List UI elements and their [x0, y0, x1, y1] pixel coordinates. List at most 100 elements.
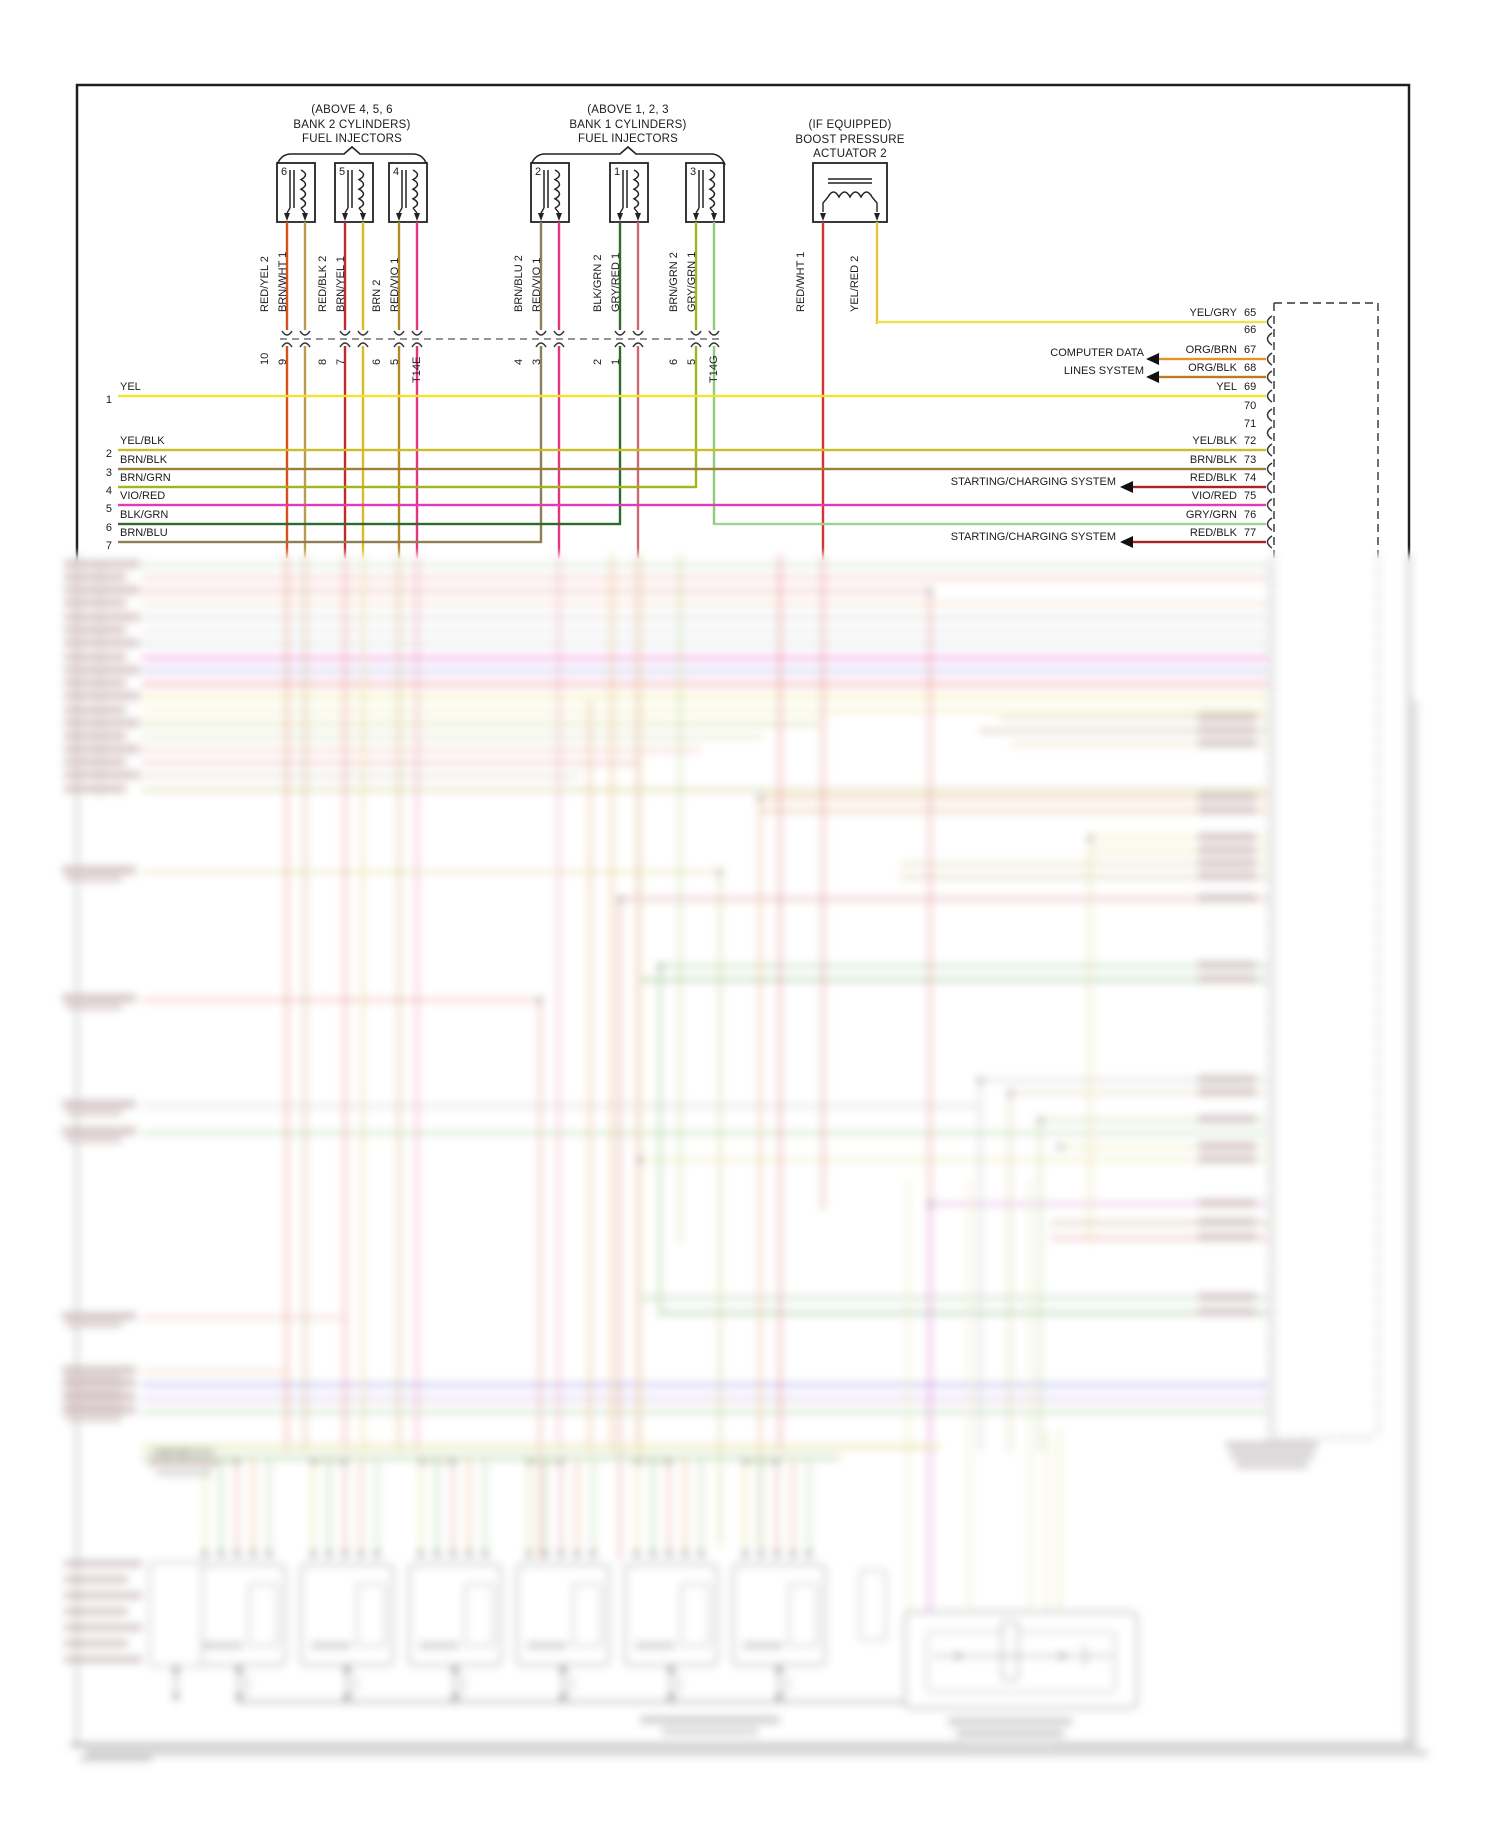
shape: [397, 346, 401, 558]
right-wire-label: YEL/GRY: [1189, 307, 1238, 319]
shape: [539, 346, 543, 543]
shape: [1159, 375, 1266, 379]
injector-number: 6: [281, 166, 288, 178]
header-line: (ABOVE 1, 2, 3: [587, 104, 669, 116]
diagram-path: [1266, 462, 1273, 476]
left-wire-label: BLK/GRN: [120, 509, 169, 521]
shape: [875, 222, 879, 324]
diagram-path: [632, 342, 644, 348]
shape: [712, 346, 716, 525]
diagram-path: [540, 207, 545, 214]
component-box: [685, 162, 725, 223]
connector-pin-number: 10: [259, 352, 271, 365]
diagram-path: [357, 330, 369, 336]
diagram-path: [535, 342, 547, 348]
header-line: FUEL INJECTORS: [302, 133, 402, 145]
left-pin-number: 5: [105, 503, 112, 515]
header-line: BANK 1 CYLINDERS): [569, 118, 687, 131]
shape: [821, 222, 825, 560]
diagram-path: [619, 207, 624, 214]
shape: [636, 346, 640, 558]
component-box: [530, 162, 570, 223]
left-pin-number: 4: [105, 485, 112, 497]
connector-pin-number: 1: [610, 358, 622, 365]
component-box: [812, 162, 888, 223]
diagram-path: [1266, 370, 1273, 384]
connector-pin-number: 7: [335, 358, 347, 365]
computer-data-lines-label: COMPUTER DATA: [1050, 347, 1144, 359]
shape: [303, 346, 307, 558]
diagram-path: [358, 207, 364, 214]
left-wire-label: BRN/BLK: [120, 454, 168, 466]
injector-wire-label: GRY/GRN 1: [686, 251, 698, 312]
shape: [118, 503, 1266, 507]
shape: [557, 346, 561, 558]
arrowhead-icon: [1120, 481, 1133, 493]
diagram-path: [299, 330, 311, 336]
diagram-path: [411, 342, 423, 348]
injector-number: 3: [690, 166, 697, 178]
arrowhead-icon: [874, 213, 880, 221]
header-line: BOOST PRESSURE: [795, 133, 905, 146]
right-pin-number: 67: [1244, 344, 1257, 356]
right-pin-number: 76: [1244, 509, 1257, 521]
shape: [361, 222, 365, 330]
diagram-path: [1266, 517, 1273, 531]
diagram-path: [695, 207, 700, 214]
diagram-path: [553, 342, 565, 348]
shape: [415, 222, 419, 330]
diagram-path: [633, 207, 639, 214]
shape: [285, 222, 289, 330]
diagram-path: [530, 145, 726, 166]
arrowhead-icon: [635, 213, 641, 221]
shape: [1133, 485, 1266, 489]
shape: [343, 222, 347, 330]
shape: [539, 222, 543, 330]
left-wire-label: YEL/BLK: [120, 435, 165, 447]
arrowhead-icon: [617, 213, 623, 221]
diagram-path: [412, 207, 418, 214]
connector-pin-number: 6: [668, 358, 680, 365]
right-wire-label: GRY/GRN: [1185, 509, 1237, 521]
diagram-path: [1266, 498, 1273, 512]
shape: [118, 467, 1266, 471]
right-wire-label: VIO/RED: [1191, 490, 1237, 502]
diagram-path: [1266, 480, 1273, 494]
shape: [118, 522, 621, 526]
arrowhead-icon: [360, 213, 366, 221]
bank2-injectors-header: (ABOVE 4, 5, 6 BANK 2 CYLINDERS) FUEL IN…: [267, 103, 437, 147]
injector-wire-label: BRN 2: [371, 279, 383, 312]
right-wire-label: ORG/BLK: [1188, 362, 1237, 374]
right-pin-number: 77: [1244, 527, 1257, 539]
arrowhead-icon: [693, 213, 699, 221]
shape: [361, 346, 365, 558]
diagram-path: [554, 207, 560, 214]
boost-actuator-header: (IF EQUIPPED) BOOST PRESSURE ACTUATOR 2: [765, 118, 935, 162]
diagram-path: [553, 330, 565, 336]
injector-wire-label: RED/BLK 2: [317, 255, 329, 312]
diagram-path: [709, 207, 715, 214]
diagram-path: [299, 169, 307, 209]
harness-connector-label-t14e: T14E: [411, 356, 423, 383]
diagram-path: [1266, 332, 1273, 346]
arrowhead-icon: [1120, 536, 1133, 548]
injector-wire-label: BRN/WHT 1: [277, 251, 289, 312]
diagram-path: [632, 169, 640, 209]
connector-pin-number: 5: [686, 358, 698, 365]
diagram-path: [286, 207, 291, 214]
injector-wire-label: BRN/GRN 2: [668, 252, 680, 312]
arrowhead-icon: [342, 213, 348, 221]
arrowhead-icon: [556, 213, 562, 221]
diagram-path: [535, 330, 547, 336]
diagram-path: [339, 342, 351, 348]
diagram-path: [281, 330, 293, 336]
right-pin-number: 73: [1244, 454, 1257, 466]
component-box: [388, 162, 428, 223]
injector-wire-label: BRN/YEL 1: [335, 256, 347, 312]
right-wire-label: BRN/BLK: [1189, 454, 1237, 466]
right-wire-label: YEL: [1216, 381, 1237, 393]
left-wire-label: BRN/BLU: [120, 527, 168, 539]
